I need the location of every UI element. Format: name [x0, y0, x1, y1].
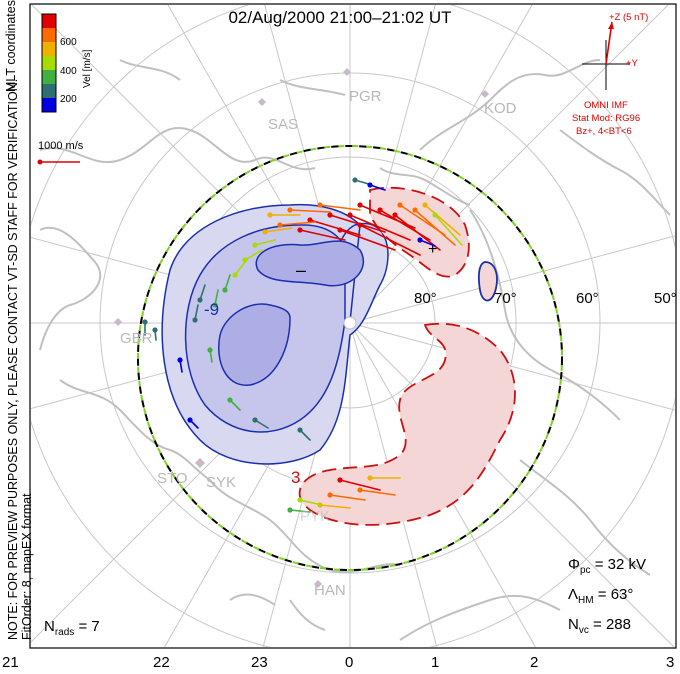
stat-n-vc: Nvc = 288 — [568, 616, 631, 636]
colorbar-segment — [42, 42, 56, 57]
dawn-cell-lower — [298, 322, 516, 526]
contour-label-positive: 3 — [291, 468, 301, 487]
stat-nvc-value: = 288 — [593, 616, 631, 633]
colorbar-segment — [42, 98, 56, 113]
colorbar-unit-label: Vel [m/s] — [82, 49, 93, 88]
mlt-tick-1: 1 — [431, 654, 440, 671]
imf-dial — [582, 21, 630, 90]
imf-z-label: +Z (5 nT) — [609, 12, 649, 23]
station-label-sas: SAS — [268, 116, 299, 133]
stat-nrads-sub: rads — [54, 627, 75, 638]
lat-label-50: 50° — [654, 290, 677, 307]
station-marker-sto — [195, 458, 205, 468]
velocity-scale-vector — [37, 159, 80, 165]
dusk-cell-contour-4 — [255, 240, 365, 287]
dawn-cell-small — [477, 261, 498, 302]
contour-label-negative: -9 — [204, 300, 220, 319]
colorbar-segment — [42, 28, 56, 43]
colorbar-tick-400: 400 — [60, 66, 77, 77]
map-title: 02/Aug/2000 21:00–21:02 UT — [228, 8, 452, 27]
imf-source: OMNI IMF — [584, 100, 628, 111]
station-label-pyk: PYK — [300, 508, 331, 525]
colorbar-segment — [42, 14, 56, 29]
imf-condition: Bz+, 4<BT<6 — [576, 126, 632, 137]
stat-nvc-sub: vc — [578, 625, 589, 636]
dawn-cell-upper — [369, 186, 470, 278]
velocity-vectors — [142, 177, 463, 513]
station-label-han: HAN — [314, 582, 346, 599]
lat-label-80: 80° — [414, 290, 437, 307]
mlt-tick-3: 3 — [666, 654, 675, 671]
stat-nvc-symbol: N — [568, 616, 579, 633]
stat-phi-sub: pc — [579, 565, 591, 576]
side-note: NOTE: FOR PREVIEW PURPOSES ONLY, PLEASE … — [6, 0, 34, 640]
station-label-kod: KOD — [484, 100, 517, 117]
pole-marker — [343, 316, 357, 330]
stat-n-rads: Nrads = 7 — [44, 618, 100, 638]
mlt-tick-21: 21 — [2, 654, 19, 671]
stat-lambda-sub: HM — [578, 595, 594, 606]
stat-lambda-value: = 63° — [597, 586, 634, 603]
imf-y-label: +Y — [626, 58, 638, 69]
mlt-tick-2: 2 — [530, 654, 539, 671]
lat-label-60: 60° — [576, 290, 599, 307]
colorbar — [41, 13, 57, 113]
station-label-gbr: GBR — [120, 330, 153, 347]
colorbar-segment — [42, 56, 56, 71]
lat-label-70: 70° — [494, 290, 517, 307]
stat-nrads-value: = 7 — [78, 618, 100, 635]
stat-lambda-hm: ΛHM = 63° — [568, 586, 634, 606]
station-marker-gbr — [114, 318, 122, 326]
station-marker-sas — [258, 98, 266, 106]
stat-lambda-symbol: Λ — [568, 586, 579, 603]
colorbar-segment — [42, 84, 56, 99]
dusk-cell: – — [161, 203, 389, 465]
stat-phi-symbol: Φ — [568, 556, 580, 573]
station-label-syk: SYK — [206, 474, 237, 491]
station-label-pgr: PGR — [349, 88, 382, 105]
imf-vector-head — [608, 22, 614, 29]
colorbar-segment — [42, 70, 56, 85]
dusk-cell-min-marker: – — [296, 260, 306, 280]
dusk-cell-contour-3 — [218, 303, 291, 386]
dawn-cell — [298, 186, 516, 526]
stat-nrads-symbol: N — [44, 618, 55, 635]
imf-model: Stat Mod: RG96 — [572, 113, 641, 124]
mlt-coordinates-label: MLT coordinates — [4, 0, 18, 92]
station-label-sto: STO — [157, 470, 188, 487]
hm-boundary-green — [137, 145, 563, 571]
mlt-tick-22: 22 — [153, 654, 170, 671]
velocity-scale-label: 1000 m/s — [38, 140, 84, 152]
dawn-cell-max-marker: + — [428, 241, 437, 258]
stat-phi-value: = 32 kV — [594, 556, 646, 573]
stat-phi-pc: Φpc = 32 kV — [568, 556, 646, 576]
station-marker-han — [314, 580, 322, 588]
colorbar-tick-200: 200 — [60, 94, 77, 105]
fit-order-note: FitOrder: 8, mapEX format — [20, 493, 34, 640]
station-marker-kod — [481, 90, 489, 98]
station-markers — [114, 68, 489, 588]
mlt-tick-0: 0 — [345, 654, 354, 671]
preview-notice: NOTE: FOR PREVIEW PURPOSES ONLY, PLEASE … — [6, 78, 20, 640]
plot-frame — [29, 3, 677, 649]
coastlines — [39, 59, 671, 641]
mlt-tick-23: 23 — [251, 654, 268, 671]
station-marker-pgr — [343, 68, 351, 76]
map-content: – + — [31, 5, 675, 647]
colorbar-tick-600: 600 — [60, 37, 77, 48]
colorbar-border — [41, 13, 57, 113]
